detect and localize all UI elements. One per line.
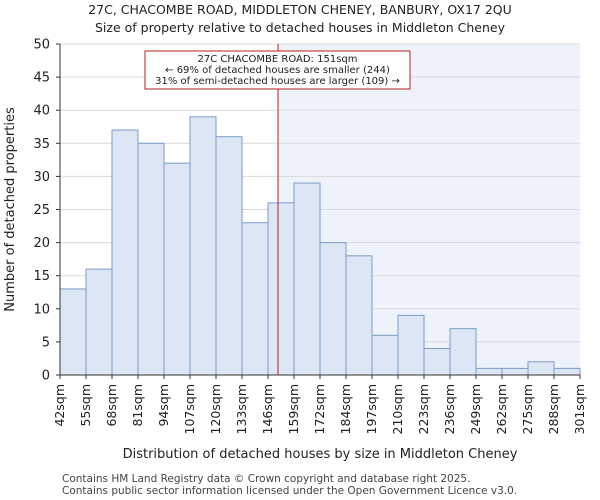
x-tick-label: 249sqm: [468, 384, 483, 434]
x-tick-label: 55sqm: [78, 384, 93, 427]
bar: [475, 367, 503, 376]
bar: [423, 348, 451, 376]
y-tick-label: 20: [33, 236, 50, 251]
y-axis-label: Number of detached properties: [3, 107, 18, 312]
bar: [397, 314, 425, 376]
x-tick-label: 94sqm: [156, 384, 171, 427]
bar: [553, 367, 581, 376]
y-tick-label: 15: [33, 269, 50, 284]
y-tick-label: 40: [33, 104, 50, 119]
x-tick-label: 236sqm: [442, 384, 457, 434]
y-tick-label: 25: [33, 203, 50, 218]
annotation-larger: 31% of semi-detached houses are larger (…: [155, 76, 400, 87]
y-tick-label: 35: [33, 137, 50, 152]
bar: [345, 255, 373, 376]
x-tick-label: 288sqm: [546, 384, 561, 434]
bar: [267, 202, 295, 376]
bar: [501, 367, 529, 376]
x-tick-label: 146sqm: [260, 384, 275, 434]
bar: [111, 129, 139, 376]
x-tick-label: 81sqm: [130, 384, 145, 427]
x-tick-label: 301sqm: [572, 384, 587, 434]
bar: [527, 361, 555, 376]
y-tick-label: 50: [33, 38, 50, 53]
y-tick-label: 10: [33, 302, 50, 317]
chart-title: 27C, CHACOMBE ROAD, MIDDLETON CHENEY, BA…: [88, 2, 512, 17]
y-tick-label: 30: [33, 170, 50, 185]
annotation-smaller: ← 69% of detached houses are smaller (24…: [165, 65, 390, 76]
x-tick-label: 172sqm: [312, 384, 327, 434]
bar: [371, 334, 399, 376]
x-tick-label: 120sqm: [208, 384, 223, 434]
bar: [59, 288, 87, 376]
bar: [449, 328, 477, 376]
x-tick-label: 184sqm: [338, 384, 353, 434]
y-tick-label: 0: [42, 369, 50, 384]
bar: [319, 242, 347, 376]
x-tick-label: 107sqm: [182, 384, 197, 434]
annotation-box: [144, 50, 411, 90]
bar: [293, 182, 321, 376]
x-tick-label: 68sqm: [104, 384, 119, 427]
bar: [215, 136, 243, 376]
bar: [137, 142, 165, 376]
x-tick-label: 210sqm: [390, 384, 405, 434]
footer-licence: Contains public sector information licen…: [62, 485, 518, 497]
bar: [189, 116, 217, 376]
x-tick-label: 42sqm: [52, 384, 67, 427]
chart-subtitle: Size of property relative to detached ho…: [95, 20, 505, 35]
x-axis-label: Distribution of detached houses by size …: [123, 447, 518, 462]
x-tick-label: 262sqm: [494, 384, 509, 434]
x-tick-label: 133sqm: [234, 384, 249, 434]
bar: [241, 222, 269, 376]
x-tick-label: 275sqm: [520, 384, 535, 434]
y-tick-label: 5: [42, 335, 50, 350]
x-tick-label: 159sqm: [286, 384, 301, 434]
bar: [163, 162, 191, 376]
x-tick-label: 223sqm: [416, 384, 431, 434]
annotation-title: 27C CHACOMBE ROAD: 151sqm: [197, 54, 357, 65]
footer-copyright: Contains HM Land Registry data © Crown c…: [62, 473, 471, 485]
x-tick-label: 197sqm: [364, 384, 379, 434]
bar: [85, 268, 113, 376]
y-tick-label: 45: [33, 71, 50, 86]
